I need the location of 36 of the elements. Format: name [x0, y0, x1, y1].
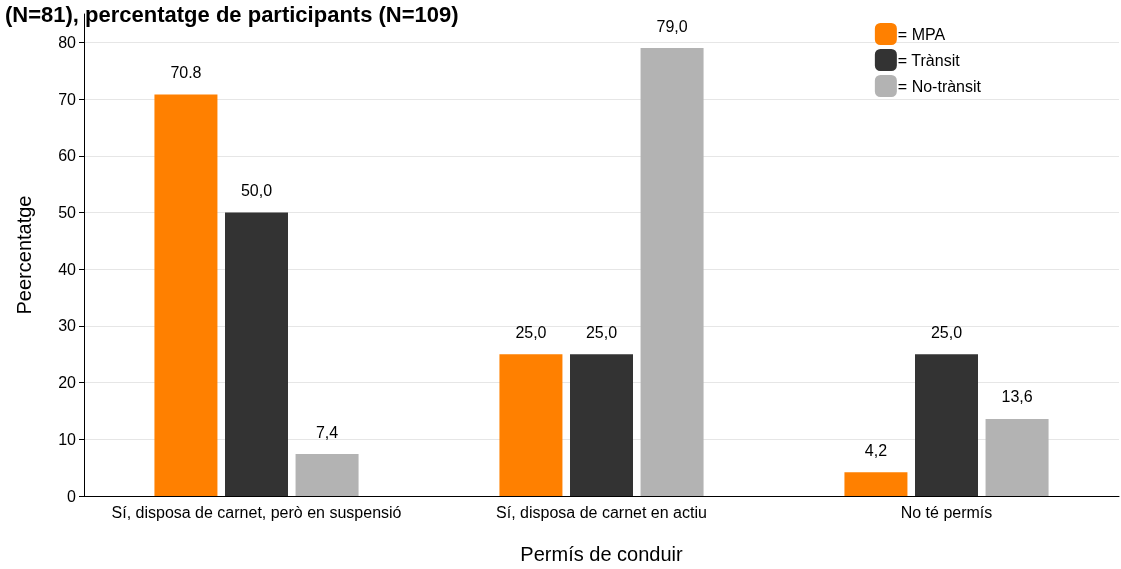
- y-tick-label: 30: [58, 317, 77, 335]
- data-label: 13,6: [1001, 388, 1033, 406]
- data-label: 50,0: [240, 181, 273, 199]
- y-tick-label: 60: [58, 147, 77, 165]
- bar: [915, 354, 978, 496]
- bar: [985, 418, 1049, 496]
- y-tick-label: 80: [58, 33, 77, 51]
- y-tick-label: 40: [58, 260, 77, 278]
- data-label: 25,0: [585, 323, 618, 341]
- y-tick-label: 20: [58, 374, 77, 392]
- x-tick-label: No té permís: [900, 503, 993, 521]
- legend-label: = No-trànsit: [897, 77, 982, 95]
- bar: [295, 454, 359, 496]
- chart-title: (N=81), percentatge de participants (N=109): [5, 1, 459, 27]
- y-axis-title: Peercentatge: [13, 195, 35, 315]
- bar: [570, 354, 633, 496]
- y-tick-label: 10: [58, 430, 77, 448]
- x-tick-label: Sí, disposa de carnet en actiu: [496, 503, 707, 521]
- x-axis-title: Permís de conduir: [520, 543, 683, 565]
- y-tick-label: 50: [58, 203, 77, 221]
- bar: [154, 94, 218, 496]
- data-label: 70.8: [170, 64, 202, 82]
- bar: [640, 48, 704, 496]
- data-label: 25,0: [930, 323, 963, 341]
- data-label: 4,2: [864, 441, 888, 459]
- bar: [225, 212, 288, 496]
- y-tick-label: 70: [58, 90, 77, 108]
- bar: [499, 354, 563, 496]
- data-label: 7,4: [315, 423, 339, 441]
- data-label: 25,0: [515, 323, 547, 341]
- legend-label: = Trànsit: [897, 51, 961, 69]
- data-label: 79,0: [656, 17, 688, 35]
- x-tick-label: Sí, disposa de carnet, però en suspensió: [111, 503, 402, 521]
- legend-label: = MPA: [897, 25, 946, 43]
- y-tick-label: 0: [67, 487, 77, 505]
- bar: [844, 472, 908, 496]
